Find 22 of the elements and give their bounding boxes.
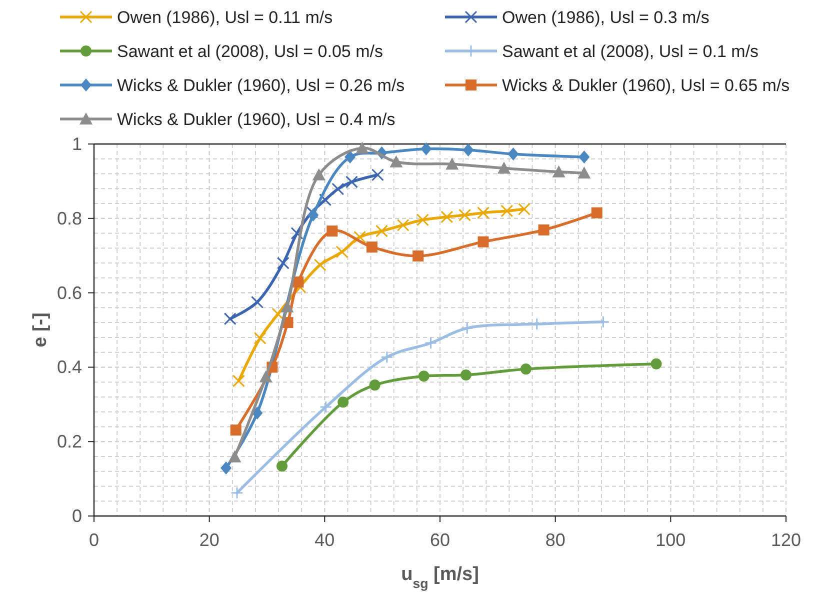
y-tick-label: 0.6 — [56, 282, 82, 303]
legend-label: Wicks & Dukler (1960), Usl = 0.26 m/s — [117, 76, 405, 95]
legend-label: Owen (1986), Usl = 0.3 m/s — [502, 8, 710, 27]
y-tick-label: 0 — [72, 506, 82, 526]
y-tick-label: 0.8 — [56, 208, 82, 228]
x-axis-title: u$_{sg}$ [m/s] — [401, 564, 479, 590]
legend-label: Owen (1986), Usl = 0.11 m/s — [117, 8, 333, 27]
x-tick-label: 80 — [545, 530, 566, 550]
legend-label: Wicks & Dukler (1960), Usl = 0.65 m/s — [502, 76, 790, 95]
legend-label: Sawant et al (2008), Usl = 0.05 m/s — [117, 42, 383, 61]
legend-label: Sawant et al (2008), Usl = 0.1 m/s — [502, 42, 759, 61]
legend-label: Wicks & Dukler (1960), Usl = 0.4 m/s — [117, 110, 396, 129]
x-tick-label: 20 — [199, 530, 220, 550]
x-tick-label: 120 — [770, 530, 802, 550]
x-tick-label: 0 — [88, 530, 100, 550]
x-tick-label: 40 — [314, 530, 335, 550]
x-tick-label: 100 — [656, 530, 686, 550]
y-axis-title: e [-] — [30, 312, 51, 348]
y-tick-label: 1 — [72, 134, 82, 154]
y-tick-label: 0.4 — [56, 357, 82, 378]
y-tick-label: 0.2 — [56, 432, 82, 452]
x-tick-label: 60 — [430, 530, 450, 550]
